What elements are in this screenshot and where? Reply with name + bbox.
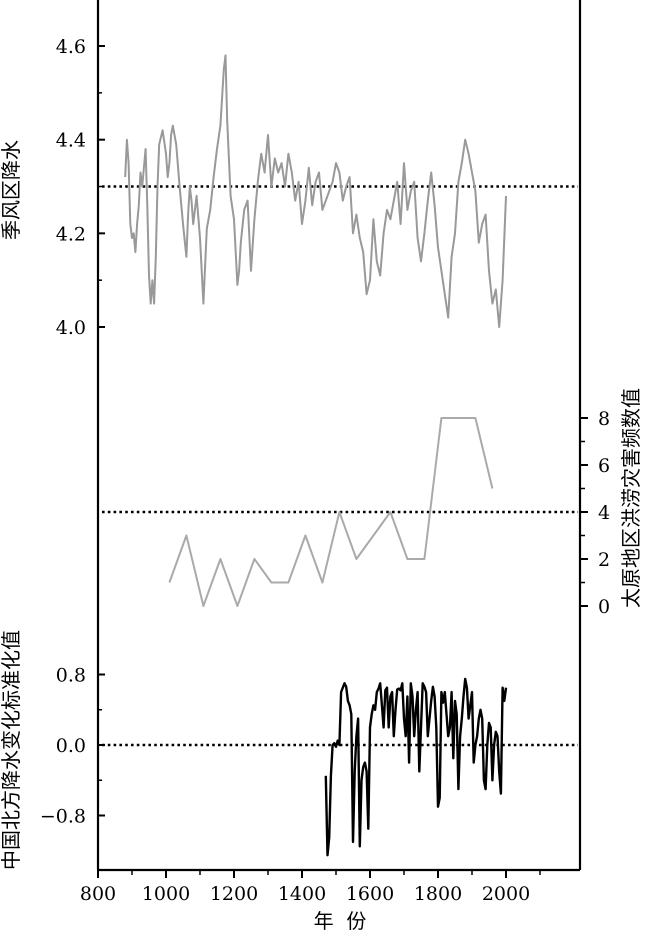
x-tick-label: 2000	[482, 883, 530, 905]
y-tick-label: 0.8	[56, 665, 86, 687]
y-tick-label: 4.6	[56, 36, 86, 58]
x-tick-label: 1400	[278, 883, 326, 905]
reference-lines	[102, 185, 578, 747]
x-tick-label: 1600	[346, 883, 394, 905]
top-y-axis-title: 季风区降水	[0, 140, 23, 240]
y-tick-label: 4.4	[56, 130, 86, 152]
y-tick-label: 0	[598, 596, 610, 618]
series-line	[124, 54, 507, 328]
y-tick-label: 0.0	[56, 735, 86, 757]
series-line	[324, 677, 508, 857]
middle-y-axis-title: 太原地区洪涝灾害频数值	[619, 388, 643, 608]
tick-labels: 4.6 4.4 4.2 4.0 8 6 4 2 0 0.8 0.0 −0.8 800 1000 1200 14…	[40, 36, 610, 905]
y-tick-label: 4	[598, 502, 610, 524]
ticks-layer	[97, 45, 588, 878]
bottom-y-axis-title: 中国北方降水变化标准化值	[0, 630, 23, 870]
y-tick-label: −0.8	[40, 806, 86, 828]
x-tick-label: 1000	[142, 883, 190, 905]
series-lines	[124, 54, 508, 857]
x-tick-label: 1800	[414, 883, 462, 905]
x-tick-label: 1200	[210, 883, 258, 905]
y-tick-label: 4.0	[56, 317, 86, 339]
x-axis-title: 年 份	[314, 909, 367, 933]
y-tick-label: 6	[598, 455, 610, 477]
y-tick-label: 4.2	[56, 223, 86, 245]
y-tick-label: 8	[598, 408, 610, 430]
x-tick-label: 800	[80, 883, 116, 905]
series-line	[168, 417, 494, 607]
y-tick-label: 2	[598, 549, 610, 571]
